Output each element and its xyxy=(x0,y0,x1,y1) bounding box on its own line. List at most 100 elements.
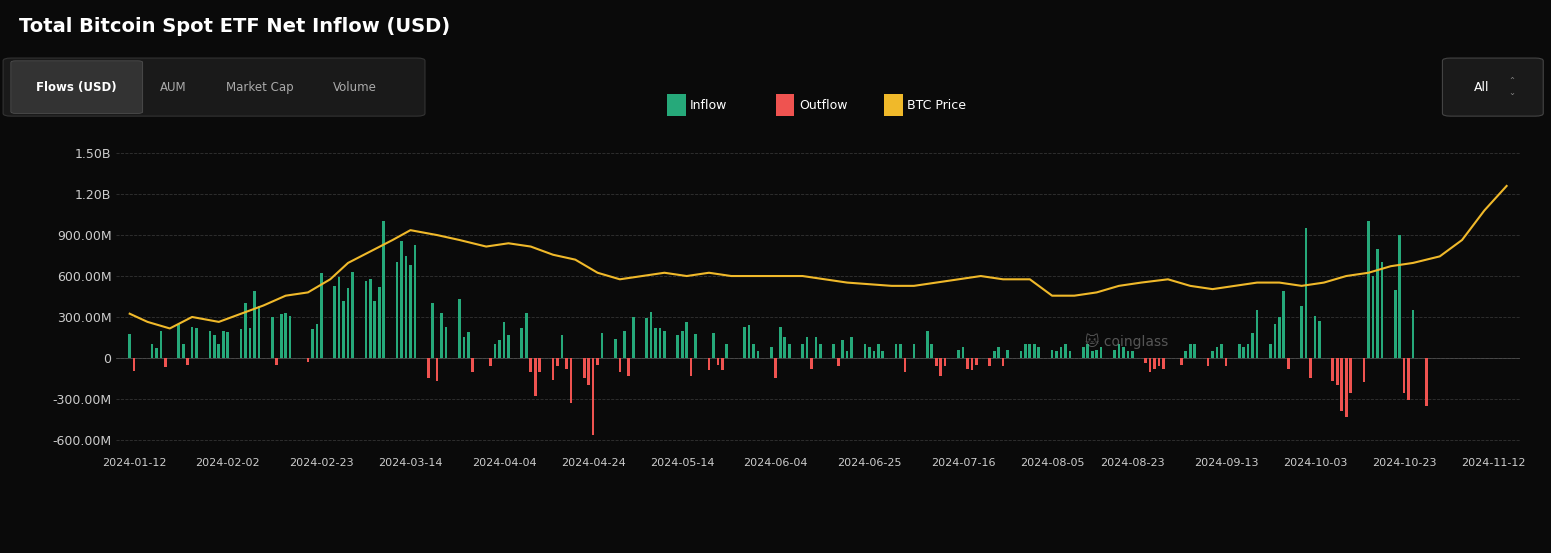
Bar xyxy=(493,345,496,358)
Bar xyxy=(552,358,554,380)
Bar xyxy=(248,328,251,358)
Bar xyxy=(1086,345,1089,358)
Bar xyxy=(191,326,194,358)
Text: 🐱 coinglass: 🐱 coinglass xyxy=(1086,333,1168,349)
Bar xyxy=(1331,358,1334,381)
Bar xyxy=(409,265,411,358)
Bar xyxy=(1269,345,1272,358)
Bar xyxy=(374,301,375,358)
Bar xyxy=(769,347,772,358)
Bar xyxy=(1207,358,1210,366)
Bar xyxy=(743,326,746,358)
Bar xyxy=(351,272,354,358)
Bar xyxy=(869,347,870,358)
Bar xyxy=(212,335,216,358)
Bar xyxy=(650,311,653,358)
Bar xyxy=(436,358,439,381)
Bar xyxy=(707,358,710,369)
Bar xyxy=(1394,290,1396,358)
Bar xyxy=(1225,358,1227,366)
Bar xyxy=(467,332,470,358)
Text: AUM: AUM xyxy=(160,81,186,93)
Bar xyxy=(1221,345,1222,358)
Bar xyxy=(1083,347,1084,358)
Bar xyxy=(1216,347,1218,358)
Bar xyxy=(774,358,777,378)
Bar xyxy=(1064,345,1067,358)
Bar xyxy=(935,358,937,366)
Bar xyxy=(976,358,977,365)
Bar xyxy=(900,345,903,358)
Bar xyxy=(712,333,715,358)
Bar xyxy=(164,358,166,368)
Bar xyxy=(288,316,292,358)
Bar xyxy=(912,345,915,358)
Bar xyxy=(596,358,599,366)
Bar xyxy=(1193,345,1196,358)
Bar xyxy=(1349,358,1352,393)
Bar xyxy=(726,345,727,358)
Bar xyxy=(1002,358,1005,366)
Bar xyxy=(850,337,853,358)
Bar xyxy=(1402,358,1405,393)
Bar xyxy=(1287,358,1289,369)
Bar xyxy=(628,358,630,375)
Bar xyxy=(664,331,665,358)
Bar xyxy=(1145,358,1148,363)
Bar xyxy=(993,351,996,358)
Bar xyxy=(757,351,760,358)
Bar xyxy=(802,345,803,358)
Bar xyxy=(788,345,791,358)
Bar xyxy=(1283,291,1286,358)
Bar xyxy=(655,328,656,358)
Bar xyxy=(931,345,934,358)
Bar xyxy=(721,358,724,370)
Bar xyxy=(560,335,563,358)
Text: Inflow: Inflow xyxy=(690,98,727,112)
Bar xyxy=(307,358,309,362)
Text: Total Bitcoin Spot ETF Net Inflow (USD): Total Bitcoin Spot ETF Net Inflow (USD) xyxy=(19,17,450,35)
Bar xyxy=(845,351,848,358)
Bar xyxy=(462,337,465,358)
Bar xyxy=(1149,358,1151,372)
Bar xyxy=(253,291,256,358)
Bar xyxy=(257,306,261,358)
Bar xyxy=(1180,358,1183,365)
Bar xyxy=(1090,351,1093,358)
Bar xyxy=(507,335,510,358)
Bar xyxy=(521,328,523,358)
Bar xyxy=(841,340,844,358)
Bar xyxy=(1371,276,1374,358)
Bar xyxy=(271,317,273,358)
Bar xyxy=(1376,249,1379,358)
Bar xyxy=(1411,310,1415,358)
Bar xyxy=(1024,345,1027,358)
Bar xyxy=(631,317,634,358)
Bar xyxy=(1345,358,1348,416)
Bar xyxy=(1363,358,1365,383)
Bar xyxy=(1050,349,1053,358)
Bar xyxy=(338,278,341,358)
Bar xyxy=(1095,349,1098,358)
Bar xyxy=(895,345,898,358)
Bar xyxy=(1007,349,1008,358)
Bar xyxy=(659,328,661,358)
Bar xyxy=(600,333,603,358)
Bar xyxy=(1399,235,1401,358)
Bar xyxy=(538,358,541,372)
Bar xyxy=(971,358,972,370)
Bar xyxy=(244,304,247,358)
Bar xyxy=(1318,321,1321,358)
Bar xyxy=(1118,345,1120,358)
Bar xyxy=(962,347,965,358)
Bar xyxy=(810,358,813,369)
Bar xyxy=(405,255,408,358)
Bar xyxy=(1278,317,1281,358)
Text: ⌃
⌄: ⌃ ⌄ xyxy=(1509,77,1515,97)
Bar xyxy=(1100,347,1103,358)
Bar xyxy=(414,244,416,358)
Bar xyxy=(1162,358,1165,369)
Bar xyxy=(1309,358,1312,378)
Bar xyxy=(645,319,648,358)
Bar xyxy=(1304,228,1307,358)
